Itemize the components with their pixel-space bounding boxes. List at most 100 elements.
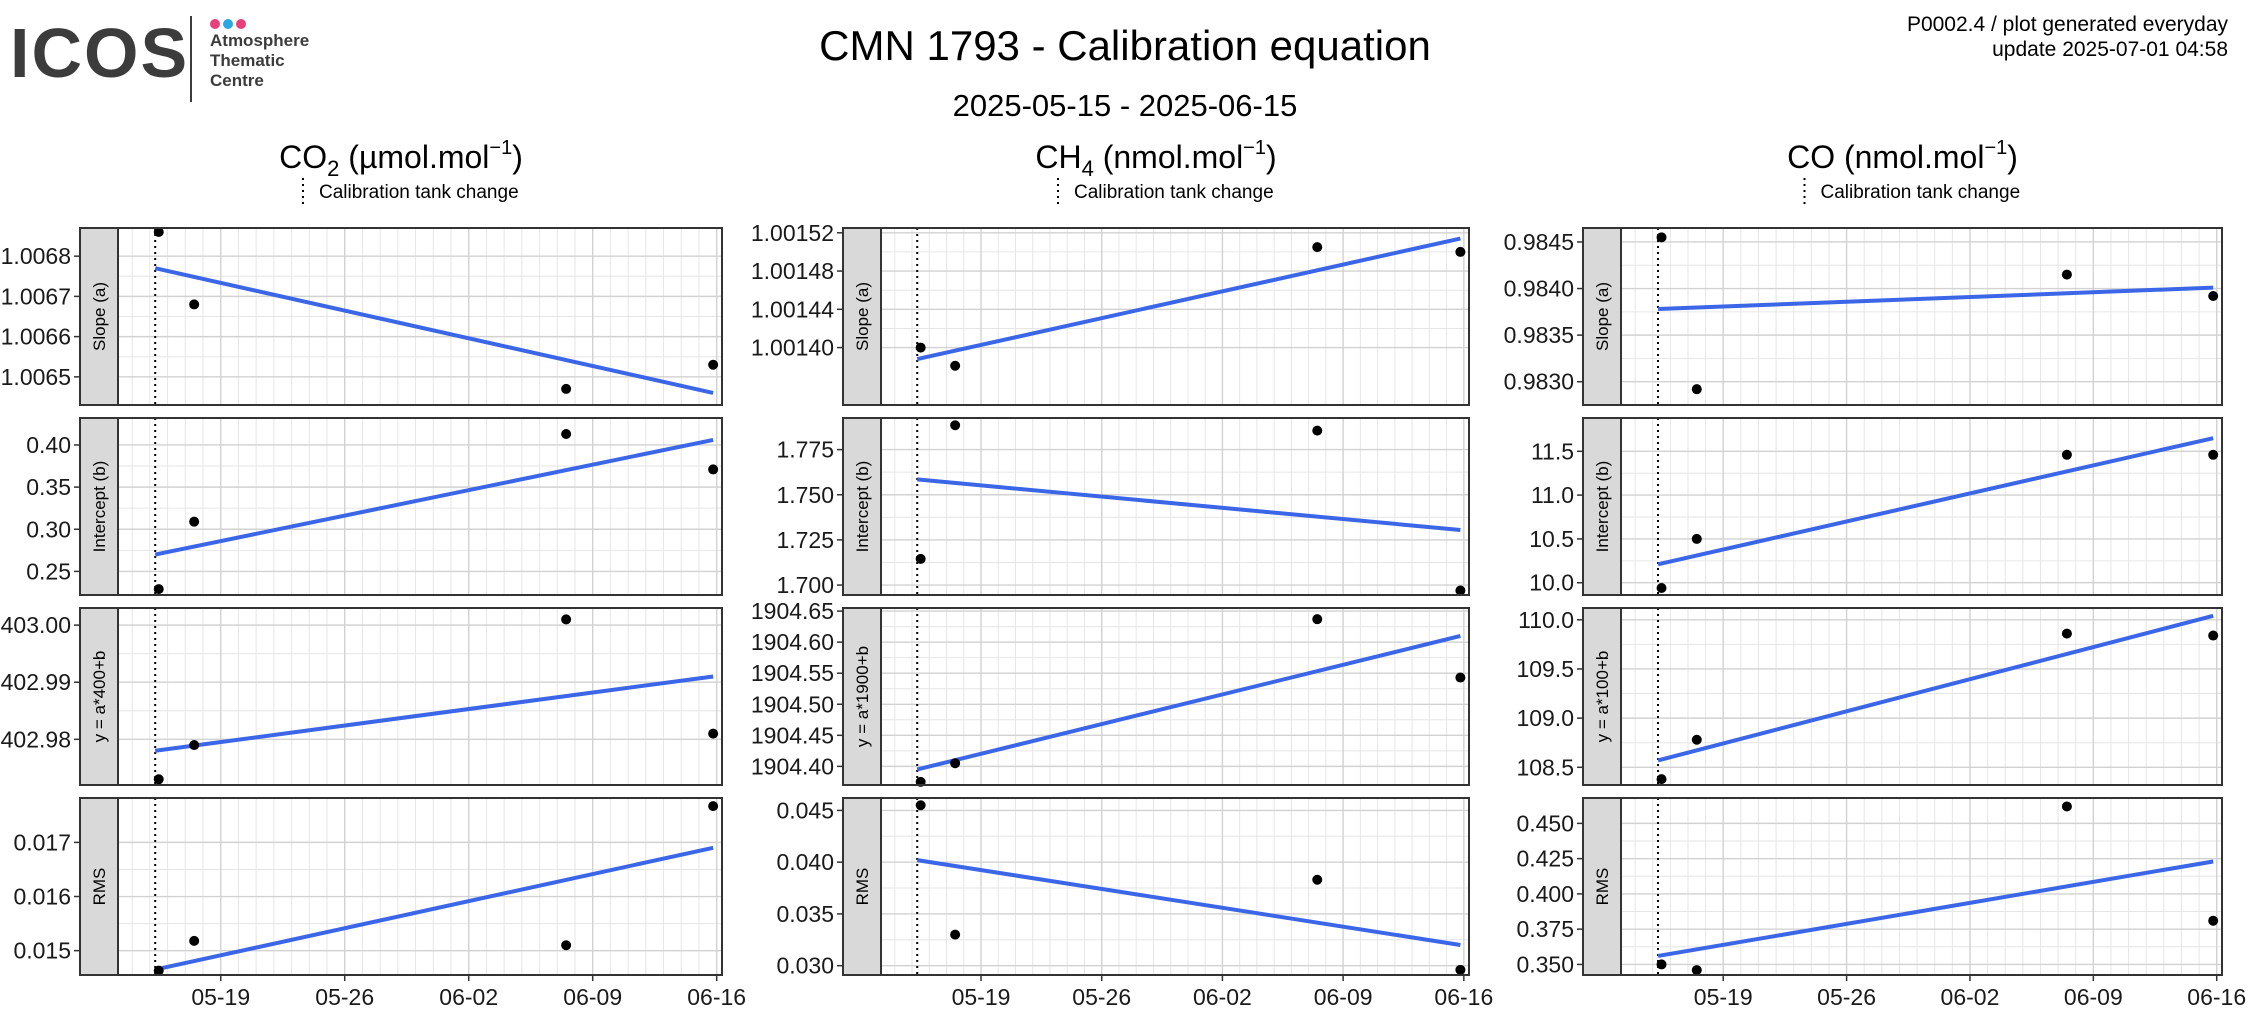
y-tick-label: 1.0068 [1,243,71,269]
icos-logo: ICOS Atmosphere Thematic Centre [10,12,330,107]
y-tick-label: 0.016 [13,884,71,910]
legend-label: Calibration tank change [1074,182,1274,203]
data-point [1656,582,1667,593]
data-point [153,227,164,238]
title-close: ) [1266,139,1277,175]
title-close: ) [2007,139,2018,175]
data-point [561,429,572,440]
title-subscript: 2 [327,156,339,181]
y-tick-label: 403.00 [1,612,71,638]
y-tick-label: 0.350 [1516,951,1574,977]
facet-strip [842,417,882,596]
panel-2-1: Intercept (b) 10.0 10.5 11.0 11.5 [1529,417,2223,596]
data-point [1312,425,1323,436]
data-point [1656,232,1667,243]
facet-strip-label: y = a*400+b [90,651,109,743]
facet-strip-label: y = a*1900+b [853,646,872,747]
facet-strip-label: RMS [90,868,109,906]
title-close: ) [512,139,523,175]
plot-background [1621,608,2222,785]
logo-dot [223,19,233,29]
facet-strip [79,417,119,596]
x-tick-label: 06-16 [1434,984,1493,1010]
data-point [1455,246,1466,257]
data-point [915,342,926,353]
fit-line [916,236,1461,362]
y-tick-label: 11.0 [1531,482,1574,508]
panel-1-1: Intercept (b) 1.700 1.725 1.750 1.775 [776,417,1470,598]
plot-background [881,418,1469,595]
plot-background [1621,418,2222,595]
y-tick-label: 1.775 [776,437,834,463]
data-point [1455,672,1466,683]
facet-strip-label: RMS [1593,868,1612,906]
x-tick-label: 06-16 [2187,984,2246,1010]
panel-1-3: RMS 0.030 0.035 0.040 0.045 05-19 05-26 06-02 06… [776,797,1493,1010]
x-tick-label: 05-19 [191,984,250,1010]
fit-line [916,858,1461,947]
panel-2-2: y = a*100+b 108.5 109.0 109.5 110.0 [1516,607,2223,786]
logo-subtitle-line: Centre [210,71,264,90]
y-tick-label: 1.700 [776,572,834,598]
data-point [1691,965,1702,976]
facet-strip-label: Slope (a) [90,282,109,351]
fit-line [1657,613,2214,763]
title-gas: CO [1787,139,1835,175]
y-tick-label: 109.5 [1516,656,1574,682]
data-point [1312,614,1323,625]
data-point [950,420,961,431]
data-point [708,359,719,370]
y-tick-label: 0.9835 [1504,322,1574,348]
data-point [1312,242,1323,253]
title-superscript: −1 [1243,137,1266,159]
facet-strip-label: Slope (a) [853,282,872,351]
x-tick-label: 06-02 [1941,984,2000,1010]
data-point [1455,964,1466,975]
panel-1-0: Slope (a) 1.00140 1.00144 1.00148 1.00152 [751,220,1470,406]
data-point [153,965,164,976]
facet-strip-label: Intercept (b) [853,461,872,553]
y-tick-label: 0.9845 [1504,229,1574,255]
logo-dot [210,19,220,29]
facet-strip [842,607,882,786]
x-tick-label: 06-02 [1193,984,1252,1010]
legend-label: Calibration tank change [319,182,519,203]
x-tick-label: 06-16 [687,984,746,1010]
data-point [950,929,961,940]
x-tick-label: 06-09 [1314,984,1373,1010]
data-point [2208,630,2219,641]
y-tick-label: 109.0 [1516,705,1574,731]
y-tick-label: 1904.65 [751,598,834,624]
y-tick-label: 402.99 [1,669,71,695]
logo-dot [236,19,246,29]
fit-line [154,437,714,557]
data-point [708,728,719,739]
y-tick-label: 1904.45 [751,722,834,748]
plot-background [118,798,722,975]
panel-2-0: Slope (a) 0.9830 0.9835 0.9840 0.9845 [1504,227,2223,406]
data-point [2061,449,2072,460]
data-point [915,800,926,811]
facet-strip-label: Intercept (b) [90,461,109,553]
facet-strip-label: y = a*100+b [1593,651,1612,743]
title-superscript: −1 [1984,137,2007,159]
logo-wordmark: ICOS [10,14,190,92]
x-tick-label: 05-26 [315,984,374,1010]
facet-strip [1582,607,1622,786]
y-tick-label: 0.40 [26,432,71,458]
facet-strip [79,607,119,786]
y-tick-label: 1.0067 [1,283,71,309]
y-tick-label: 1904.50 [751,691,834,717]
page-title: CMN 1793 - Calibration equation [819,22,1431,69]
facet-strip-label: RMS [853,868,872,906]
y-tick-label: 1.00152 [751,220,834,246]
fit-line [916,634,1461,772]
y-tick-label: 1904.60 [751,629,834,655]
data-point [2061,801,2072,812]
logo-subtitle-line: Thematic [210,51,285,70]
y-tick-label: 0.425 [1516,846,1574,872]
y-tick-label: 0.035 [776,901,834,927]
y-tick-label: 0.9830 [1504,369,1574,395]
y-tick-label: 1904.55 [751,660,834,686]
x-tick-label: 05-19 [952,984,1011,1010]
